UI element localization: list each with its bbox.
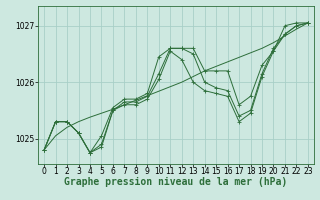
X-axis label: Graphe pression niveau de la mer (hPa): Graphe pression niveau de la mer (hPa) (64, 177, 288, 187)
